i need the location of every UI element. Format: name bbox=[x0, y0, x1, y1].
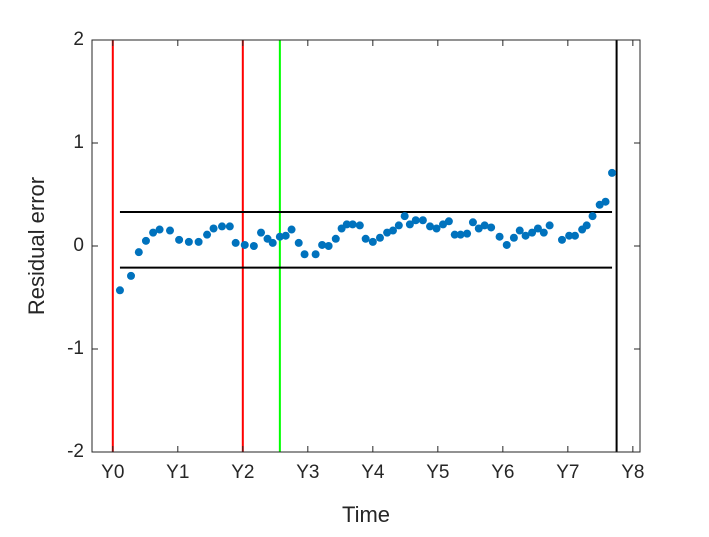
point bbox=[361, 234, 370, 243]
point bbox=[400, 212, 409, 221]
point bbox=[218, 222, 227, 231]
point bbox=[342, 220, 351, 229]
point bbox=[318, 240, 327, 249]
point bbox=[231, 238, 240, 247]
point bbox=[411, 216, 420, 225]
point bbox=[388, 226, 397, 235]
point bbox=[456, 230, 465, 239]
point bbox=[368, 237, 377, 246]
point bbox=[268, 238, 277, 247]
point bbox=[324, 242, 333, 250]
y-tick-label: -2 bbox=[67, 441, 84, 462]
x-tick-label: Y0 bbox=[101, 462, 124, 483]
point bbox=[426, 222, 435, 231]
point bbox=[463, 229, 472, 238]
point bbox=[294, 238, 303, 247]
point bbox=[480, 221, 489, 230]
x-tick-label: Y5 bbox=[426, 462, 449, 483]
point bbox=[608, 168, 617, 177]
point bbox=[287, 225, 296, 234]
point bbox=[521, 231, 530, 240]
point bbox=[418, 216, 427, 225]
y-tick-label: -1 bbox=[67, 338, 84, 359]
x-tick-label: Y7 bbox=[556, 462, 579, 483]
point bbox=[565, 231, 574, 240]
x-tick-label: Y2 bbox=[231, 462, 254, 483]
point bbox=[331, 234, 340, 243]
point bbox=[545, 221, 554, 230]
point bbox=[141, 236, 150, 245]
point bbox=[355, 221, 364, 230]
x-axis-label: Time bbox=[342, 502, 390, 527]
point bbox=[439, 220, 448, 229]
y-tick-label: 0 bbox=[73, 235, 84, 256]
point bbox=[257, 228, 266, 237]
x-tick-label: Y8 bbox=[621, 462, 644, 483]
y-tick-label: 1 bbox=[73, 132, 84, 153]
point bbox=[432, 224, 441, 233]
x-tick-label: Y6 bbox=[491, 462, 514, 483]
point bbox=[502, 240, 511, 249]
y-tick-label: 2 bbox=[73, 29, 84, 50]
point bbox=[281, 231, 290, 240]
point bbox=[348, 220, 357, 229]
point bbox=[115, 286, 124, 295]
point bbox=[225, 222, 234, 231]
point bbox=[450, 230, 459, 239]
point bbox=[582, 221, 591, 230]
point bbox=[375, 233, 384, 242]
point bbox=[474, 224, 483, 233]
x-tick-label: Y4 bbox=[361, 462, 385, 483]
point bbox=[495, 232, 504, 241]
point bbox=[311, 250, 320, 259]
point bbox=[595, 200, 604, 209]
point bbox=[300, 250, 309, 259]
point bbox=[539, 228, 548, 237]
point bbox=[184, 237, 193, 246]
x-tick-label: Y3 bbox=[296, 462, 319, 483]
point bbox=[249, 242, 258, 250]
point bbox=[528, 228, 537, 237]
point bbox=[209, 224, 218, 233]
point bbox=[149, 228, 158, 237]
point bbox=[468, 218, 477, 227]
point bbox=[166, 226, 175, 235]
point bbox=[515, 226, 524, 235]
point bbox=[134, 248, 143, 257]
point bbox=[557, 235, 566, 244]
point bbox=[570, 231, 579, 240]
y-axis-label: Residual error bbox=[24, 177, 49, 315]
point bbox=[487, 223, 496, 232]
point bbox=[394, 221, 403, 230]
point bbox=[240, 240, 249, 249]
x-tick-label: Y1 bbox=[166, 462, 189, 483]
point bbox=[155, 225, 164, 234]
point bbox=[601, 197, 610, 206]
point bbox=[444, 217, 453, 226]
point bbox=[175, 235, 184, 244]
point bbox=[127, 271, 136, 280]
point bbox=[194, 237, 203, 246]
point bbox=[588, 212, 597, 221]
point bbox=[533, 224, 542, 233]
point bbox=[509, 233, 518, 242]
point bbox=[203, 230, 212, 239]
point bbox=[405, 220, 414, 229]
